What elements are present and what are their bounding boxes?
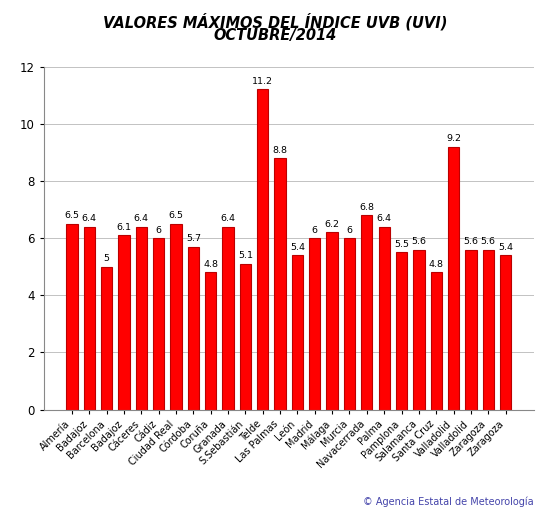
Text: 6.8: 6.8 — [359, 203, 375, 212]
Bar — [465, 249, 476, 410]
Bar — [257, 90, 268, 410]
Text: OCTUBRE/2014: OCTUBRE/2014 — [213, 28, 337, 43]
Bar — [292, 255, 303, 410]
Bar — [327, 232, 338, 410]
Text: 5.4: 5.4 — [290, 243, 305, 252]
Bar — [153, 238, 164, 410]
Text: 6: 6 — [346, 226, 353, 234]
Bar — [396, 252, 407, 410]
Text: 6.4: 6.4 — [221, 214, 235, 223]
Text: 6.5: 6.5 — [64, 211, 79, 220]
Text: 6: 6 — [156, 226, 162, 234]
Text: 6.5: 6.5 — [168, 211, 184, 220]
Text: 9.2: 9.2 — [446, 134, 461, 143]
Bar — [222, 227, 234, 410]
Bar — [66, 224, 78, 410]
Text: 5.5: 5.5 — [394, 240, 409, 249]
Text: 6.4: 6.4 — [82, 214, 97, 223]
Bar — [240, 264, 251, 410]
Text: 4.8: 4.8 — [203, 260, 218, 269]
Bar — [136, 227, 147, 410]
Bar — [101, 267, 112, 410]
Text: 5.6: 5.6 — [464, 237, 478, 246]
Bar — [361, 215, 372, 410]
Bar — [448, 146, 459, 410]
Bar — [413, 249, 425, 410]
Bar — [118, 235, 130, 410]
Text: 5: 5 — [103, 254, 109, 263]
Bar — [500, 255, 512, 410]
Bar — [205, 272, 216, 410]
Bar — [188, 247, 199, 410]
Bar — [84, 227, 95, 410]
Bar — [274, 158, 285, 410]
Text: VALORES MÁXIMOS DEL ÍNDICE UVB (UVI): VALORES MÁXIMOS DEL ÍNDICE UVB (UVI) — [103, 13, 447, 30]
Text: © Agencia Estatal de Meteorología: © Agencia Estatal de Meteorología — [363, 496, 534, 507]
Text: 5.6: 5.6 — [411, 237, 426, 246]
Bar — [431, 272, 442, 410]
Bar — [482, 249, 494, 410]
Text: 5.6: 5.6 — [481, 237, 496, 246]
Text: 5.7: 5.7 — [186, 234, 201, 243]
Text: 6.2: 6.2 — [324, 220, 339, 229]
Text: 11.2: 11.2 — [252, 77, 273, 86]
Text: 6.4: 6.4 — [134, 214, 149, 223]
Text: 4.8: 4.8 — [428, 260, 444, 269]
Bar — [309, 238, 321, 410]
Bar — [344, 238, 355, 410]
Text: 6: 6 — [312, 226, 318, 234]
Text: 8.8: 8.8 — [273, 145, 288, 155]
Text: 6.1: 6.1 — [117, 223, 131, 232]
Text: 6.4: 6.4 — [377, 214, 392, 223]
Text: 5.1: 5.1 — [238, 251, 253, 261]
Bar — [170, 224, 182, 410]
Text: 5.4: 5.4 — [498, 243, 513, 252]
Bar — [378, 227, 390, 410]
